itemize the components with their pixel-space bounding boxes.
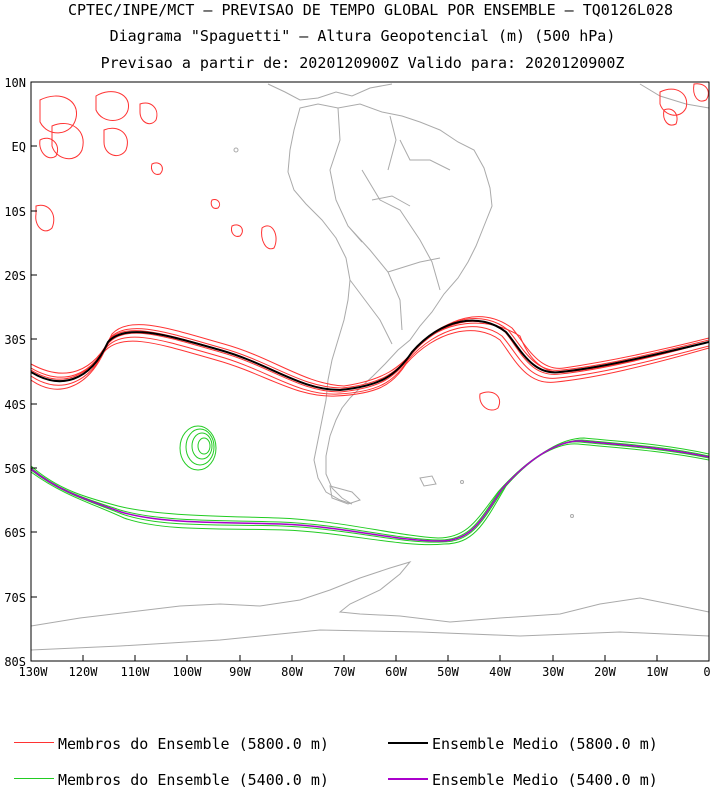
legend-label: Ensemble Medio (5400.0 m)	[432, 771, 658, 789]
green-members-5400	[31, 425, 709, 546]
lon-labels: 130W 120W 110W 100W 90W 80W 70W 60W 50W …	[19, 665, 711, 679]
lat-label: 10S	[4, 205, 26, 219]
red-blob	[659, 88, 688, 116]
green-member-line	[31, 441, 709, 541]
red-member-line	[31, 316, 709, 387]
lat-label: 70S	[4, 591, 26, 605]
lon-label: 0	[703, 665, 710, 679]
red-blob	[151, 162, 163, 175]
lat-label: 40S	[4, 398, 26, 412]
coastlines	[31, 83, 709, 651]
green-member-line	[31, 439, 709, 543]
central-america-coast	[267, 83, 393, 101]
lat-label: 20S	[4, 269, 26, 283]
lon-label: 30W	[542, 665, 564, 679]
black-mean-5800	[31, 319, 709, 392]
lon-label: 110W	[121, 665, 151, 679]
tierra-del-fuego	[329, 475, 437, 505]
black-line-swatch	[388, 741, 428, 744]
africa-coast	[639, 83, 709, 109]
legend-black-mean: Ensemble Medio (5800.0 m)	[388, 735, 658, 753]
lat-labels: 10N EQ 10S 20S 30S 40S 50S 60S 70S 80S	[4, 76, 26, 669]
green-closed-low	[197, 437, 211, 455]
red-blob	[51, 123, 84, 160]
lon-label: 60W	[385, 665, 407, 679]
legend-red-members: Membros do Ensemble (5800.0 m)	[14, 735, 329, 753]
red-blob	[479, 391, 500, 411]
lon-label: 90W	[229, 665, 251, 679]
red-blob	[231, 224, 243, 237]
country-borders	[329, 107, 451, 345]
south-america-coast	[287, 103, 493, 505]
island	[570, 514, 574, 518]
green-member-line	[31, 443, 709, 539]
title-line-2: Diagrama "Spaguetti" – Altura Geopotenci…	[109, 27, 616, 45]
purple-line-swatch	[388, 777, 428, 780]
red-blob	[39, 95, 77, 134]
island	[233, 147, 239, 153]
map-frame	[30, 81, 710, 662]
title-line-3: Previsao a partir de: 2020120900Z Valido…	[100, 54, 625, 72]
red-line-swatch	[14, 742, 54, 743]
red-blob	[39, 137, 58, 159]
green-member-line	[31, 437, 709, 546]
purple-mean-5400	[31, 440, 709, 542]
lon-label: 120W	[69, 665, 99, 679]
lat-label: 30S	[4, 333, 26, 347]
legend-purple-mean: Ensemble Medio (5400.0 m)	[388, 771, 658, 789]
lat-label: 50S	[4, 462, 26, 476]
lon-label: 100W	[173, 665, 203, 679]
red-blob	[663, 108, 678, 126]
red-members-5800	[31, 83, 709, 411]
legend-label: Membros do Ensemble (5400.0 m)	[58, 771, 329, 789]
lon-label: 80W	[281, 665, 303, 679]
lon-label: 130W	[19, 665, 49, 679]
green-closed-low	[179, 425, 217, 471]
red-member-line	[31, 326, 709, 395]
lat-axis	[31, 81, 37, 662]
lat-label: 10N	[4, 76, 26, 90]
lat-label: 60S	[4, 526, 26, 540]
antarctica-interior	[31, 629, 709, 651]
red-blob	[210, 199, 221, 209]
red-blob	[261, 225, 277, 250]
green-line-swatch	[14, 778, 54, 779]
lon-label: 50W	[437, 665, 459, 679]
antarctica-coast	[31, 561, 709, 627]
lon-label: 20W	[594, 665, 616, 679]
red-blob	[103, 127, 128, 157]
lon-label: 70W	[333, 665, 355, 679]
lon-label: 10W	[646, 665, 668, 679]
red-blob	[139, 102, 158, 125]
island	[460, 480, 464, 484]
legend-label: Ensemble Medio (5800.0 m)	[432, 735, 658, 753]
legend-green-members: Membros do Ensemble (5400.0 m)	[14, 771, 329, 789]
lon-axis	[30, 655, 710, 661]
red-member-line	[31, 330, 709, 397]
red-member-line	[31, 320, 709, 393]
lon-label: 40W	[489, 665, 511, 679]
red-blob	[693, 83, 709, 102]
title-line-1: CPTEC/INPE/MCT – PREVISAO DE TEMPO GLOBA…	[67, 1, 674, 19]
lat-label: 80S	[4, 655, 26, 669]
green-closed-low	[185, 428, 215, 466]
red-blob	[35, 204, 55, 232]
green-closed-low	[191, 432, 213, 460]
red-member-line	[31, 318, 709, 389]
lat-label: EQ	[12, 140, 26, 154]
red-blob	[95, 91, 129, 121]
legend-label: Membros do Ensemble (5800.0 m)	[58, 735, 329, 753]
